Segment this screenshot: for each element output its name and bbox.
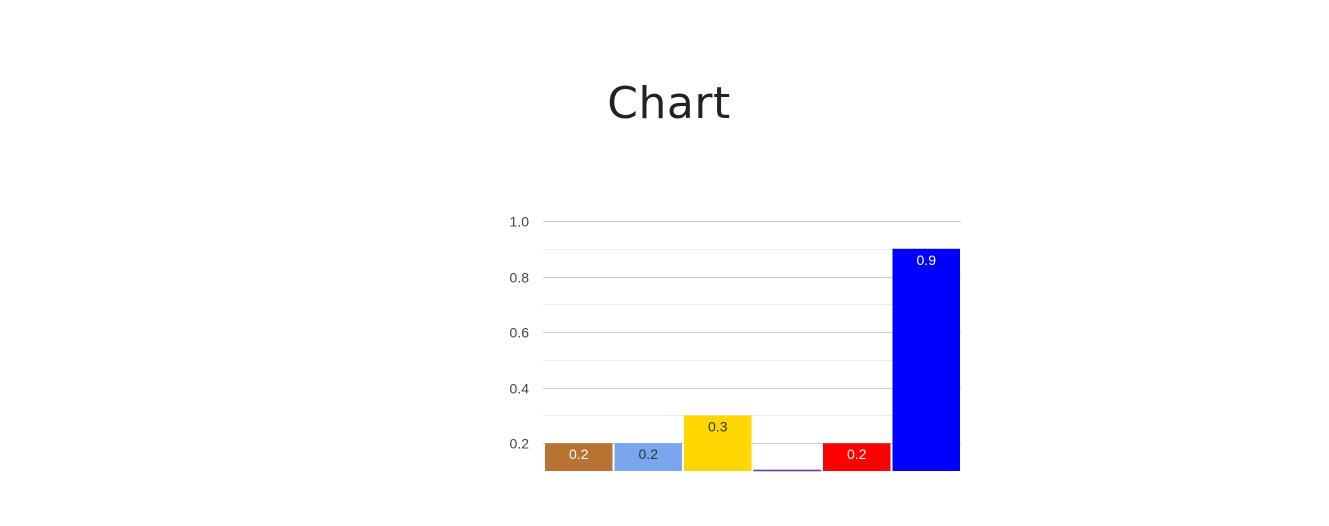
chart-title: Chart — [607, 78, 731, 129]
bar-data-label: 0.9 — [917, 252, 937, 268]
bar — [892, 248, 960, 471]
y-tick-label: 0.2 — [510, 436, 530, 452]
y-tick-label: 1.0 — [510, 214, 530, 230]
bar-data-label: 0.2 — [569, 446, 589, 462]
bar — [614, 443, 682, 471]
y-tick-label: 0.4 — [510, 381, 530, 397]
bar — [545, 443, 613, 471]
bar — [823, 443, 891, 471]
y-tick-label: 0.8 — [510, 270, 530, 286]
bar-data-label: 0.2 — [639, 446, 659, 462]
bar-data-label: 0.2 — [847, 446, 867, 462]
y-tick-label: 0.6 — [510, 325, 530, 341]
bar — [684, 415, 752, 471]
bar-data-label: 0.3 — [708, 418, 728, 434]
